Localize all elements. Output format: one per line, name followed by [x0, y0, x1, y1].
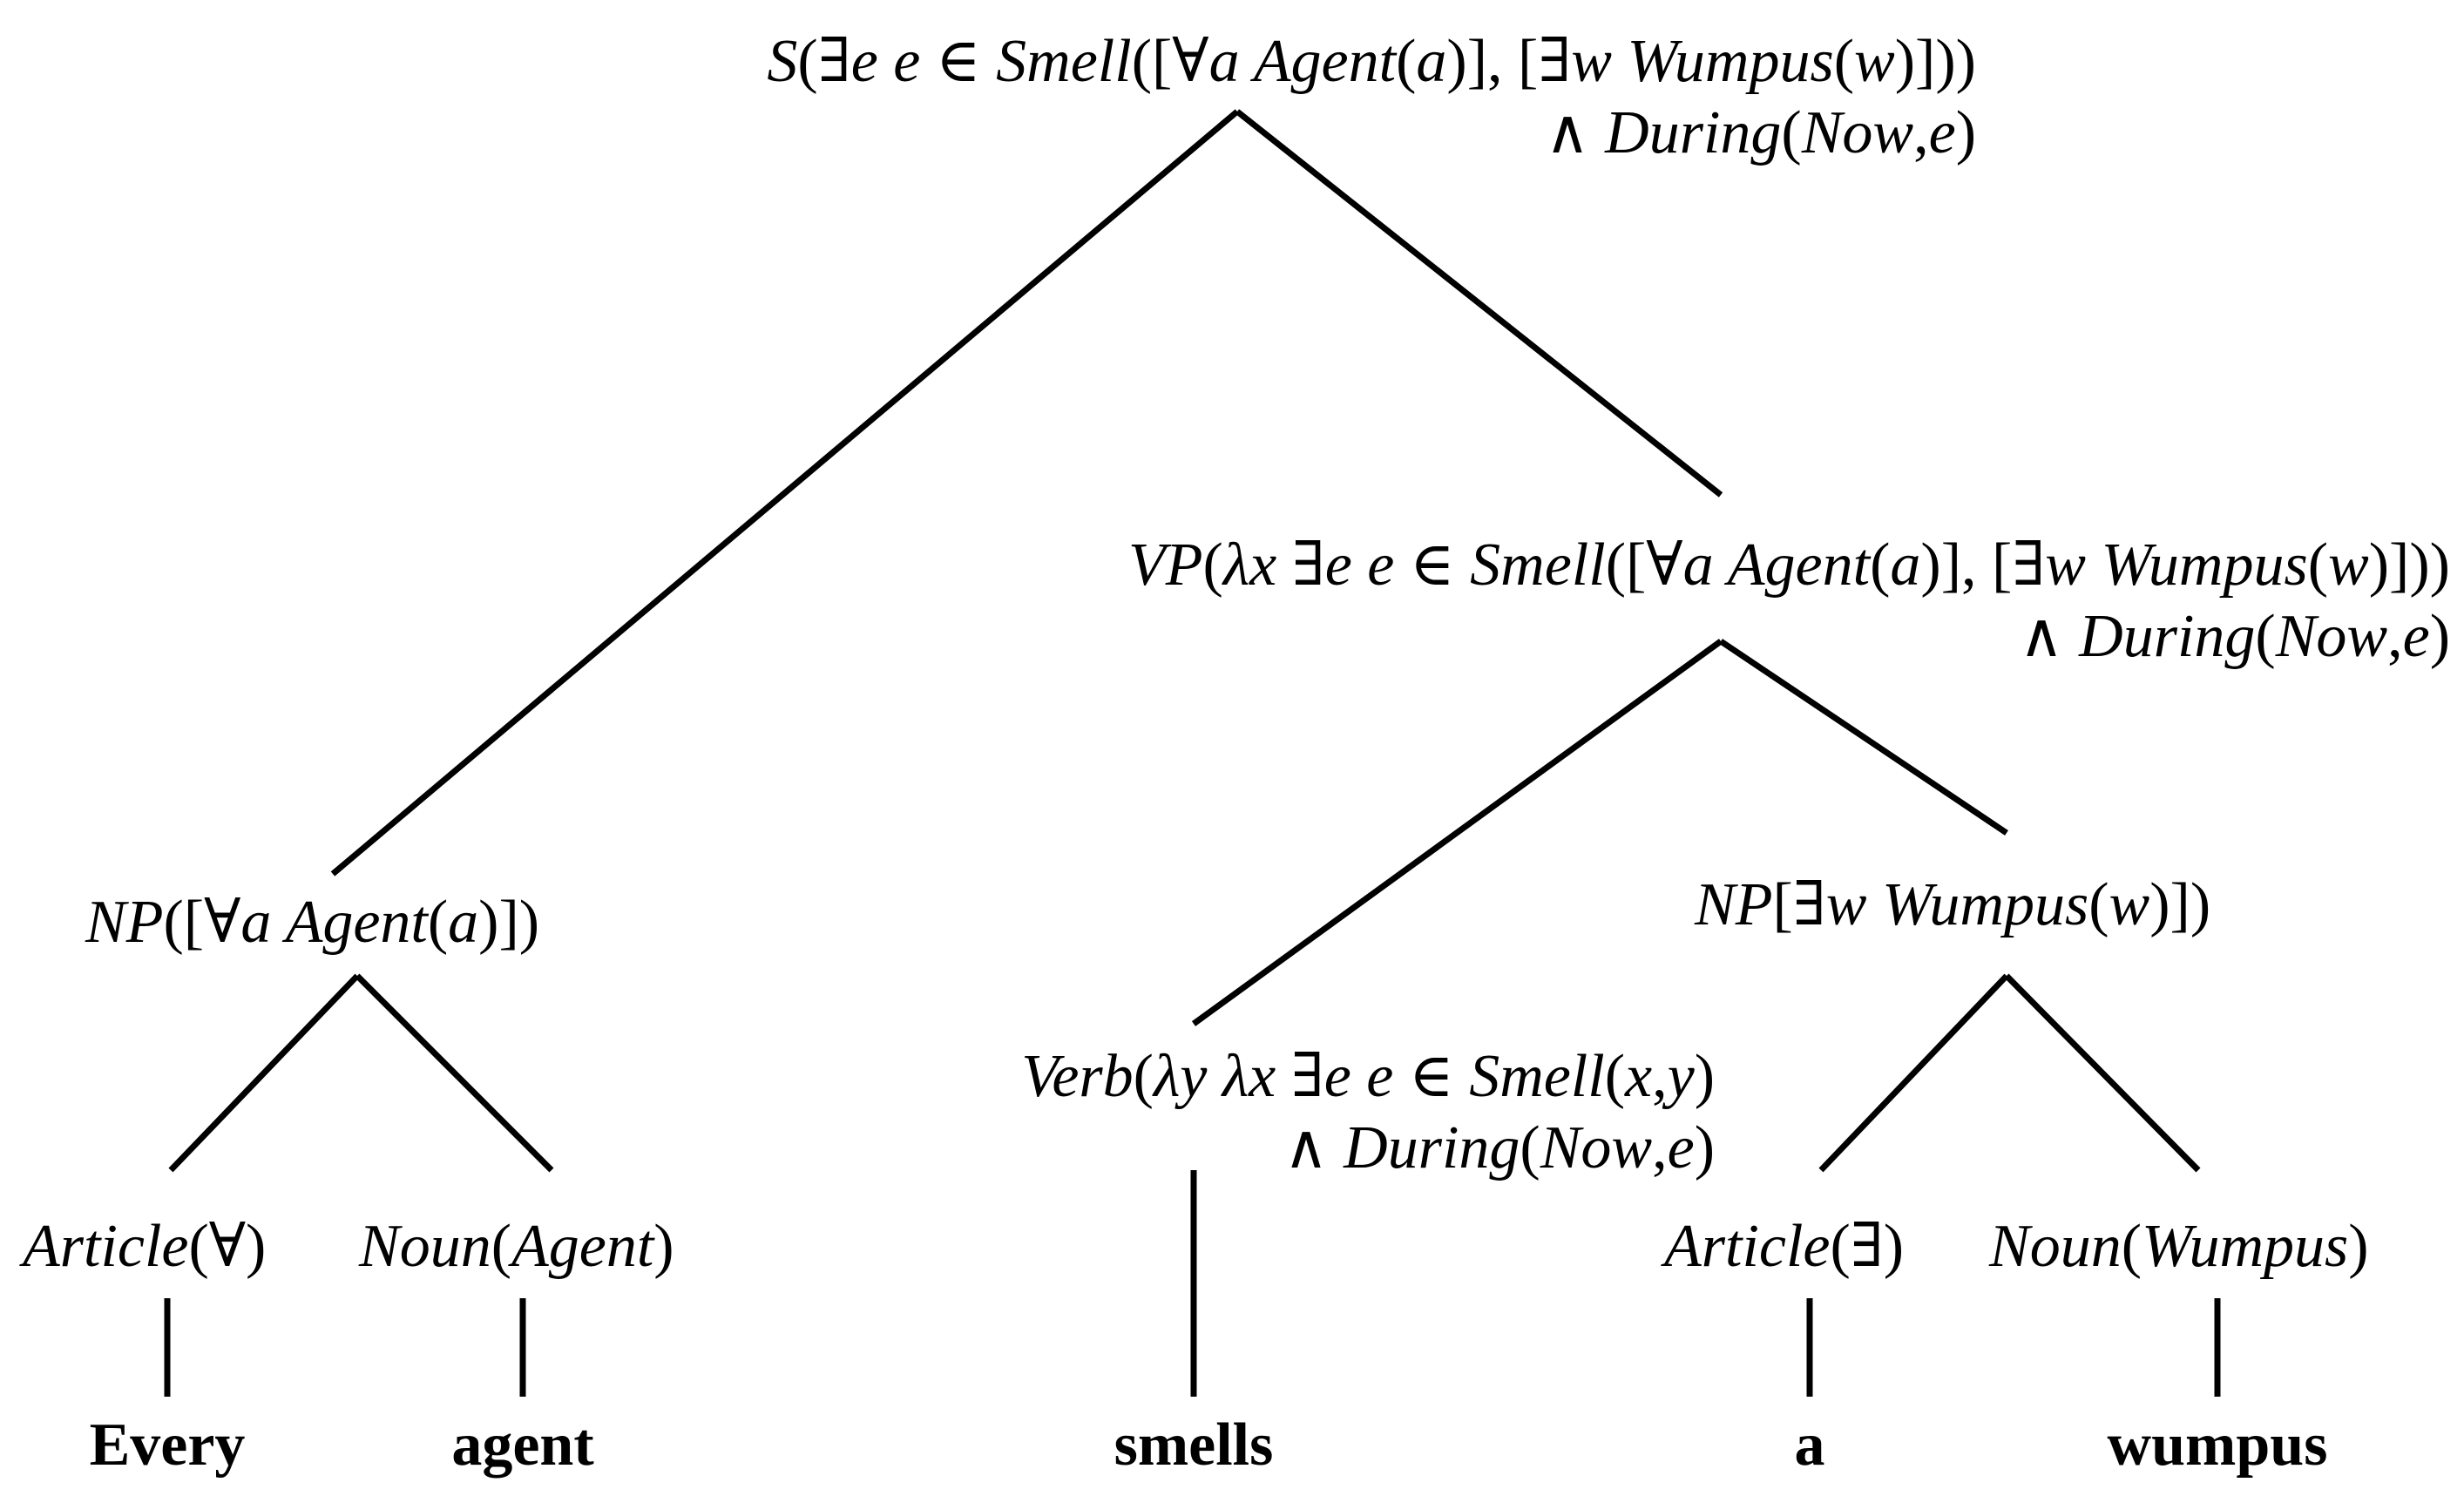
word-every: Every: [89, 1411, 246, 1479]
node-verb-line2: ∧ During(Now,e): [1283, 1114, 1715, 1181]
edge-np2-article: [1818, 973, 2009, 1173]
word-wumpus: wumpus: [2107, 1411, 2328, 1479]
word-a: a: [1794, 1411, 1825, 1479]
node-noun-agent: Noun(Agent): [359, 1213, 674, 1280]
node-verb-line1: Verb(λy λx ∃e e ∈ Smell(x,y): [1021, 1043, 1715, 1110]
node-s-line2: ∧ During(Now,e): [1545, 99, 1976, 166]
node-np-subject: NP([∀a Agent(a)]): [85, 889, 540, 956]
edge-np-noun: [355, 973, 554, 1173]
node-article-every: Article(∀): [23, 1213, 267, 1280]
node-vp: VP(λx ∃e e ∈ Smell([∀a Agent(a)], [∃w Wu…: [1128, 530, 2450, 673]
node-noun-wumpus: Noun(Wumpus): [1989, 1213, 2369, 1280]
edge-vp-verb: [1191, 639, 1723, 1026]
edge-vp-np: [1719, 639, 2008, 836]
node-s-line1: S(∃e e ∈ Smell([∀a Agent(a)], [∃w Wumpus…: [767, 28, 1976, 95]
edge-s-np: [330, 109, 1240, 877]
edge-np2-noun: [2004, 973, 2201, 1173]
node-np-object: NP[∃w Wumpus(w)]): [1695, 871, 2211, 938]
word-smells: smells: [1114, 1411, 1274, 1479]
word-agent: agent: [451, 1411, 594, 1479]
node-vp-line1: VP(λx ∃e e ∈ Smell([∀a Agent(a)], [∃w Wu…: [1127, 531, 2450, 599]
edge-s-vp: [1235, 109, 1723, 498]
node-article-a: Article(∃): [1664, 1213, 1905, 1280]
node-vp-line2: ∧ During(Now,e): [2019, 603, 2450, 670]
edge-np-article: [168, 973, 360, 1173]
node-s: S(∃e e ∈ Smell([∀a Agent(a)], [∃w Wumpus…: [767, 26, 1976, 169]
node-verb: Verb(λy λx ∃e e ∈ Smell(x,y) ∧ During(No…: [1021, 1041, 1715, 1184]
